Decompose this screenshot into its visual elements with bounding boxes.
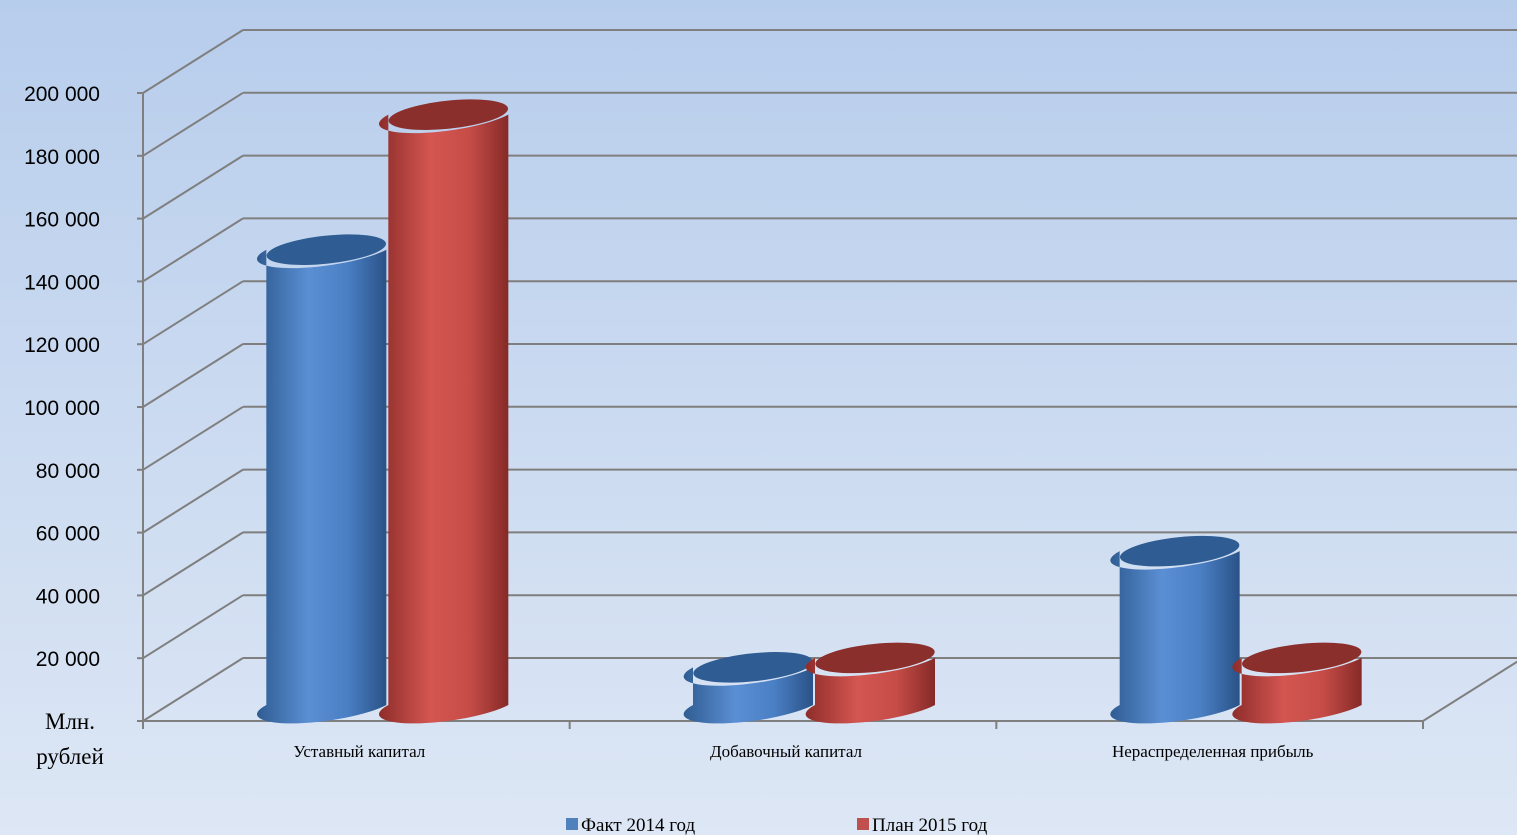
x-category-label: Нераспределенная прибыль [1112,742,1314,761]
bar [1232,642,1362,724]
gridline [142,29,1517,94]
bar [683,652,813,724]
bars [256,99,1362,724]
bar-body [1110,551,1240,724]
y-tick-label: 20 000 [36,648,100,671]
bar-body [805,657,935,724]
bar [378,99,509,724]
bar-top [266,234,387,265]
floor-right-edge [1422,660,1517,722]
gridline [142,91,1517,157]
x-axis-categories: Уставный капитал Добавочный капитал Нерасп… [142,721,1424,761]
legend-item-plan-2015: План 2015 год [857,815,988,835]
y-axis-unit-line1: Млн. [45,709,95,734]
y-axis-ticks: 20 000 40 000 60 000 80 000 100 000 120 000 14… [24,83,143,722]
bar-body [683,667,813,724]
legend-label-fact-2014: Факт 2014 год [581,815,696,835]
bar [256,234,387,724]
legend-swatch-plan-2015 [857,818,869,830]
bar [1110,535,1240,724]
bar-body [378,114,509,724]
y-tick-label: 200 000 [24,83,100,106]
y-tick-label: 120 000 [24,334,100,357]
bar-body [1232,657,1362,724]
y-tick-label: 60 000 [36,523,100,546]
gridline [142,154,1517,220]
legend-label-plan-2015: План 2015 год [872,815,988,835]
bar-body [256,249,387,724]
legend-item-fact-2014: Факт 2014 год [566,815,696,835]
x-category-label: Добавочный капитал [710,742,863,761]
y-tick-label: 100 000 [24,397,100,420]
x-category-label: Уставный капитал [293,742,425,761]
y-tick-label: 180 000 [24,146,100,169]
y-tick-label: 80 000 [36,460,100,483]
bar-top [388,99,509,130]
y-tick-label: 160 000 [24,209,100,232]
bar [805,642,935,724]
y-tick-label: 140 000 [24,271,100,294]
bar-top [1241,642,1362,674]
bar-top [815,642,935,674]
bar-top [1119,535,1240,567]
legend: Факт 2014 год План 2015 год [566,815,988,835]
y-axis-unit-line2: рублей [36,744,104,769]
y-tick-label: 40 000 [36,585,100,608]
bar-top [693,652,813,683]
legend-swatch-fact-2014 [566,818,578,830]
